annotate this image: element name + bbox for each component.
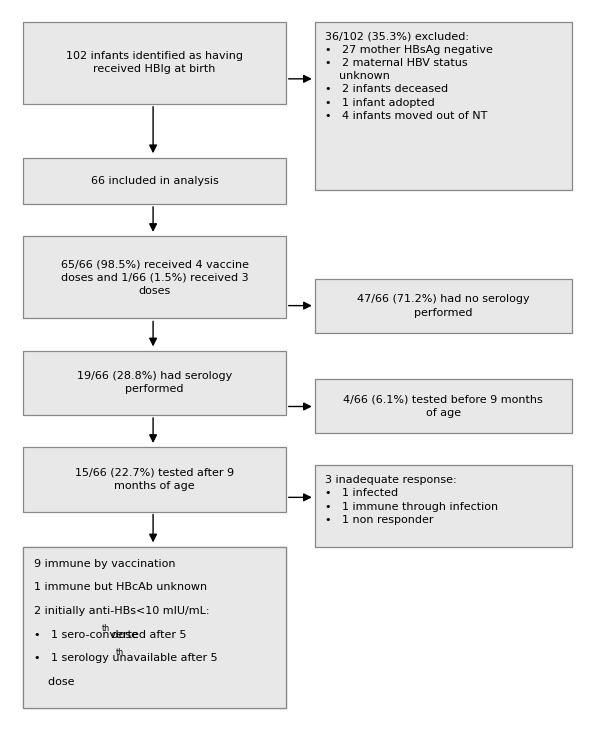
Text: 3 inadequate response:
•   1 infected
•   1 immune through infection
•   1 non r: 3 inadequate response: • 1 infected • 1 … — [325, 475, 498, 525]
Text: •   1 sero-converted after 5: • 1 sero-converted after 5 — [34, 630, 186, 639]
Text: dose: dose — [34, 677, 74, 687]
Text: 4/66 (6.1%) tested before 9 months
of age: 4/66 (6.1%) tested before 9 months of ag… — [343, 394, 543, 418]
FancyBboxPatch shape — [23, 350, 286, 415]
Text: •   1 serology unavailable after 5th: • 1 serology unavailable after 5th — [34, 653, 229, 664]
Text: •   1 serology unavailable after 5: • 1 serology unavailable after 5 — [34, 653, 217, 664]
Text: 36/102 (35.3%) excluded:
•   27 mother HBsAg negative
•   2 maternal HBV status
: 36/102 (35.3%) excluded: • 27 mother HBs… — [325, 31, 493, 121]
Text: th: th — [116, 648, 124, 656]
Text: 15/66 (22.7%) tested after 9
months of age: 15/66 (22.7%) tested after 9 months of a… — [75, 468, 234, 491]
Text: 47/66 (71.2%) had no serology
performed: 47/66 (71.2%) had no serology performed — [357, 294, 530, 318]
Text: •   1 sero-converted after 5th: • 1 sero-converted after 5th — [34, 630, 197, 639]
FancyBboxPatch shape — [23, 237, 286, 318]
Text: th: th — [101, 624, 110, 633]
Text: 65/66 (98.5%) received 4 vaccine
doses and 1/66 (1.5%) received 3
doses: 65/66 (98.5%) received 4 vaccine doses a… — [61, 259, 249, 296]
FancyBboxPatch shape — [23, 548, 286, 708]
Text: 102 infants identified as having
received HBIg at birth: 102 infants identified as having receive… — [66, 51, 243, 74]
Text: 2 initially anti-HBs<10 mIU/mL:: 2 initially anti-HBs<10 mIU/mL: — [34, 606, 209, 616]
Text: 9 immune by vaccination: 9 immune by vaccination — [34, 559, 175, 569]
FancyBboxPatch shape — [23, 22, 286, 104]
FancyBboxPatch shape — [315, 380, 571, 433]
FancyBboxPatch shape — [315, 465, 571, 548]
Text: 19/66 (28.8%) had serology
performed: 19/66 (28.8%) had serology performed — [77, 372, 232, 394]
Text: 9 immune by vaccination
1 immune but HBcAb unknown
2 initially anti-HBs<10 mIU/m: 9 immune by vaccination 1 immune but HBc… — [34, 558, 229, 634]
Text: 66 included in analysis: 66 included in analysis — [91, 176, 219, 185]
FancyBboxPatch shape — [315, 279, 571, 333]
FancyBboxPatch shape — [23, 447, 286, 512]
FancyBboxPatch shape — [315, 22, 571, 190]
FancyBboxPatch shape — [23, 158, 286, 204]
Text: dose: dose — [108, 630, 138, 639]
FancyBboxPatch shape — [23, 548, 286, 708]
Text: 1 immune but HBcAb unknown: 1 immune but HBcAb unknown — [34, 583, 207, 593]
